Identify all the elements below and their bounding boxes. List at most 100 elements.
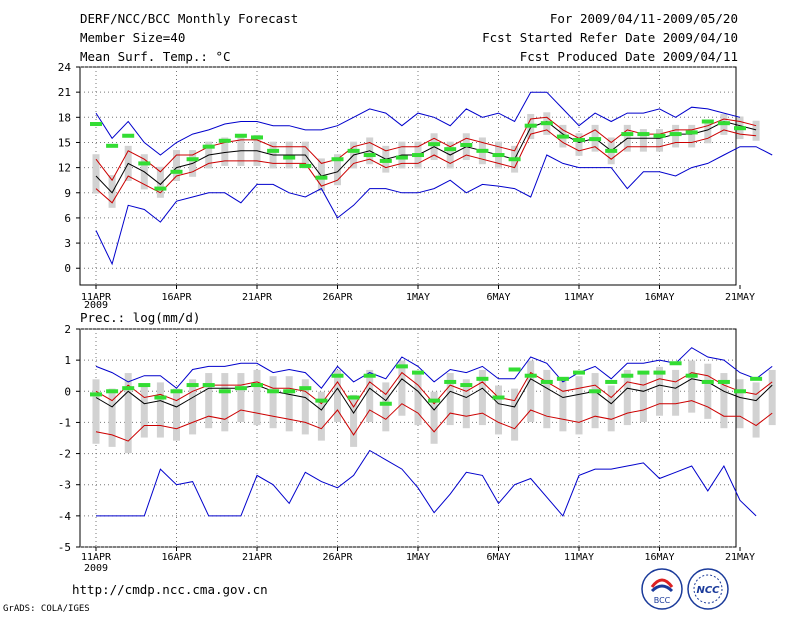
- obs-marker: [669, 361, 682, 366]
- spread-box: [237, 373, 245, 422]
- obs-marker: [476, 148, 489, 153]
- y-tick-label: 0: [64, 262, 71, 275]
- obs-marker: [202, 383, 215, 388]
- y-tick-label: 12: [58, 162, 71, 175]
- y-tick-label: -3: [58, 479, 71, 492]
- obs-marker: [202, 144, 215, 149]
- spread-box: [108, 388, 116, 447]
- spread-box: [205, 373, 213, 429]
- obs-marker: [589, 137, 602, 142]
- obs-marker: [331, 157, 344, 162]
- obs-marker: [412, 153, 424, 158]
- svg-text:NCC: NCC: [696, 585, 720, 596]
- spread-box: [382, 382, 390, 432]
- spread-box: [156, 382, 164, 438]
- obs-marker: [299, 163, 312, 168]
- x-tick-label: 11MAY: [564, 552, 594, 563]
- spread-box: [575, 133, 583, 156]
- obs-marker: [444, 379, 457, 384]
- spread-box: [92, 379, 100, 444]
- y-tick-label: 3: [64, 237, 71, 250]
- ensemble-mean-line: [95, 378, 773, 415]
- spread-box: [736, 379, 744, 429]
- fcst-produced-date: Fcst Produced Date 2009/04/11: [519, 49, 738, 64]
- spread-box: [269, 376, 277, 429]
- obs-marker: [573, 370, 585, 375]
- obs-marker: [685, 130, 698, 135]
- y-tick-label: -4: [58, 510, 72, 523]
- obs-marker: [540, 121, 553, 126]
- spread-box: [366, 369, 374, 422]
- chart-title: DERF/NCC/BCC Monthly Forecast: [80, 11, 299, 26]
- obs-marker: [428, 398, 441, 403]
- obs-marker: [508, 157, 521, 162]
- spread-box: [639, 373, 647, 422]
- obs-marker: [460, 142, 473, 147]
- spread-box: [527, 360, 535, 422]
- spread-box: [752, 382, 760, 438]
- x-year-label: 2009: [84, 300, 108, 311]
- obs-marker: [154, 395, 167, 400]
- obs-marker: [347, 148, 360, 153]
- variable-label: Mean Surf. Temp.: °C: [80, 49, 231, 64]
- y-tick-label: 6: [64, 212, 71, 225]
- obs-marker: [186, 383, 199, 388]
- spread-box: [253, 369, 261, 426]
- obs-marker: [412, 370, 424, 375]
- obs-marker: [283, 155, 296, 160]
- y-tick-label: 1: [64, 354, 71, 367]
- x-tick-label: 1MAY: [406, 552, 430, 563]
- obs-marker: [669, 132, 682, 137]
- obs-marker: [283, 389, 296, 394]
- x-tick-label: 6MAY: [486, 292, 510, 303]
- spread-box: [511, 388, 519, 441]
- spread-box: [317, 158, 325, 192]
- obs-marker: [734, 389, 746, 394]
- obs-marker: [637, 132, 650, 137]
- obs-marker: [717, 379, 730, 384]
- spread-box: [462, 379, 470, 429]
- spread-box: [350, 394, 358, 447]
- spread-box: [334, 369, 341, 422]
- obs-marker: [605, 379, 618, 384]
- y-tick-label: 2: [64, 323, 71, 336]
- obs-marker: [122, 133, 135, 138]
- chart-panel-1: 0 3 6 9 12 15 18 21 24 11APR 16APR 21APR 26APR 1MAY 6M…: [58, 61, 773, 311]
- spread-box: [672, 369, 680, 416]
- spread-box: [591, 373, 599, 429]
- spread-box: [768, 369, 776, 426]
- spread-box: [607, 385, 615, 432]
- obs-marker: [621, 373, 634, 378]
- obs-marker: [90, 122, 102, 127]
- obs-marker: [122, 386, 135, 391]
- spread-box: [285, 376, 293, 432]
- obs-marker: [106, 389, 119, 394]
- x-tick-label: 16MAY: [644, 552, 674, 563]
- site-url[interactable]: http://cmdp.ncc.cma.gov.cn: [72, 582, 268, 597]
- x-tick-label: 16MAY: [644, 292, 674, 303]
- spread-box: [720, 373, 728, 429]
- spread-box: [495, 385, 502, 435]
- obs-marker: [428, 142, 441, 147]
- obs-marker: [170, 169, 183, 174]
- spread-box: [623, 369, 631, 426]
- max-line: [95, 146, 773, 266]
- obs-marker: [524, 123, 537, 128]
- obs-marker: [234, 133, 247, 138]
- obs-marker: [90, 392, 102, 397]
- obs-marker: [653, 133, 666, 138]
- obs-marker: [363, 153, 376, 158]
- obs-marker: [653, 370, 666, 375]
- x-tick-label: 6MAY: [486, 552, 510, 563]
- chart-panel-2: -5 -4 -3 -2 -1 0 1 2 11APR 16APR 21APR 26APR 1MAY 6MA…: [58, 323, 776, 574]
- spread-box: [414, 373, 422, 426]
- obs-marker: [267, 148, 280, 153]
- obs-marker: [154, 186, 167, 191]
- spread-box: [301, 379, 309, 435]
- obs-marker: [315, 398, 328, 403]
- spread-box: [140, 385, 148, 438]
- spread-box: [752, 120, 760, 141]
- fcst-started-date: Fcst Started Refer Date 2009/04/10: [482, 30, 738, 45]
- obs-marker: [621, 132, 634, 137]
- spread-box: [221, 137, 229, 166]
